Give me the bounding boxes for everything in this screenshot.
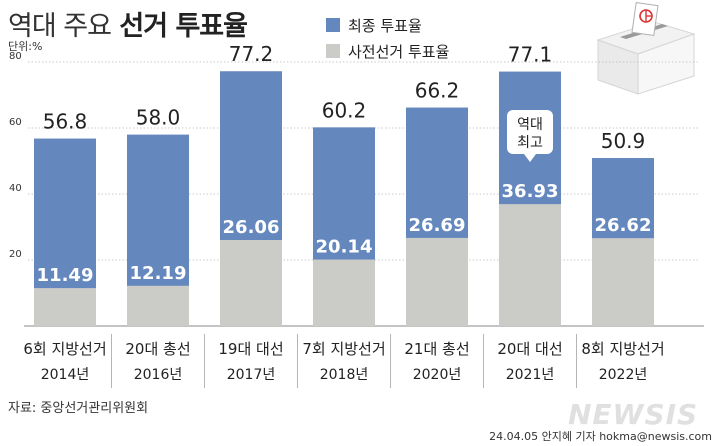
bar-early — [34, 288, 96, 326]
category-label: 19대 대선 — [218, 340, 283, 358]
final-value-label: 77.2 — [229, 42, 274, 66]
source-text: 자료: 중앙선거관리위원회 — [8, 401, 149, 416]
category-label: 8회 지방선거 — [581, 340, 664, 358]
early-value-label: 26.69 — [409, 215, 466, 236]
year-label: 2021년 — [506, 367, 555, 383]
record-callout-box — [507, 110, 553, 154]
chart-title-light: 역대 주요 — [8, 11, 112, 42]
final-value-label: 58.0 — [136, 106, 181, 130]
chart-title-bold: 선거 투표율 — [119, 11, 248, 42]
early-value-label: 26.06 — [223, 217, 280, 238]
year-label: 2018년 — [320, 367, 369, 383]
final-value-label: 77.1 — [508, 43, 553, 67]
credit-text: 24.04.05 안지혜 기자 hokma@newsis.com — [489, 430, 712, 443]
y-tick-label: 80 — [9, 51, 22, 62]
final-value-label: 60.2 — [322, 98, 367, 122]
category-label: 20대 대선 — [497, 340, 562, 358]
chart-title: 역대 주요 선거 투표율 — [8, 4, 248, 43]
category-label: 20대 총선 — [125, 340, 190, 358]
bar-early — [313, 259, 375, 326]
category-label: 7회 지방선거 — [302, 340, 385, 358]
legend-item-final: 최종 투표율 — [326, 12, 449, 38]
bar-early — [592, 238, 654, 326]
early-value-label: 26.62 — [595, 215, 652, 236]
bar-early — [406, 237, 468, 326]
unit-label: 단위:% — [8, 40, 43, 53]
y-tick-label: 60 — [9, 117, 22, 128]
year-label: 2020년 — [413, 367, 462, 383]
legend-item-early: 사전선거 투표율 — [326, 38, 449, 64]
final-value-label: 56.8 — [43, 110, 88, 134]
year-label: 2022년 — [599, 367, 648, 383]
legend-label-final: 최종 투표율 — [348, 16, 422, 35]
record-callout-line1: 역대 — [517, 117, 543, 133]
early-value-label: 12.19 — [130, 263, 187, 284]
category-label: 6회 지방선거 — [23, 340, 106, 358]
legend-swatch-early — [326, 44, 340, 58]
legend: 최종 투표율 사전선거 투표율 — [326, 12, 449, 64]
early-value-label: 11.49 — [37, 265, 94, 286]
final-value-label: 50.9 — [601, 129, 646, 153]
category-label: 21대 총선 — [404, 340, 469, 358]
early-value-label: 20.14 — [316, 237, 373, 258]
legend-swatch-final — [326, 18, 340, 32]
y-tick-label: 20 — [9, 249, 22, 260]
legend-label-early: 사전선거 투표율 — [348, 42, 450, 61]
newsis-watermark: NEWSIS — [568, 398, 699, 431]
record-callout-pointer — [524, 154, 536, 162]
bar-early — [499, 204, 561, 326]
year-label: 2016년 — [134, 367, 183, 383]
early-value-label: 36.93 — [502, 181, 559, 202]
y-tick-label: 40 — [9, 183, 22, 194]
final-value-label: 66.2 — [415, 79, 460, 103]
ballot-box-icon — [596, 2, 696, 95]
year-label: 2014년 — [41, 367, 90, 383]
bar-early — [220, 240, 282, 326]
bar-early — [127, 285, 189, 326]
record-callout-line2: 최고 — [517, 135, 543, 151]
year-label: 2017년 — [227, 367, 276, 383]
